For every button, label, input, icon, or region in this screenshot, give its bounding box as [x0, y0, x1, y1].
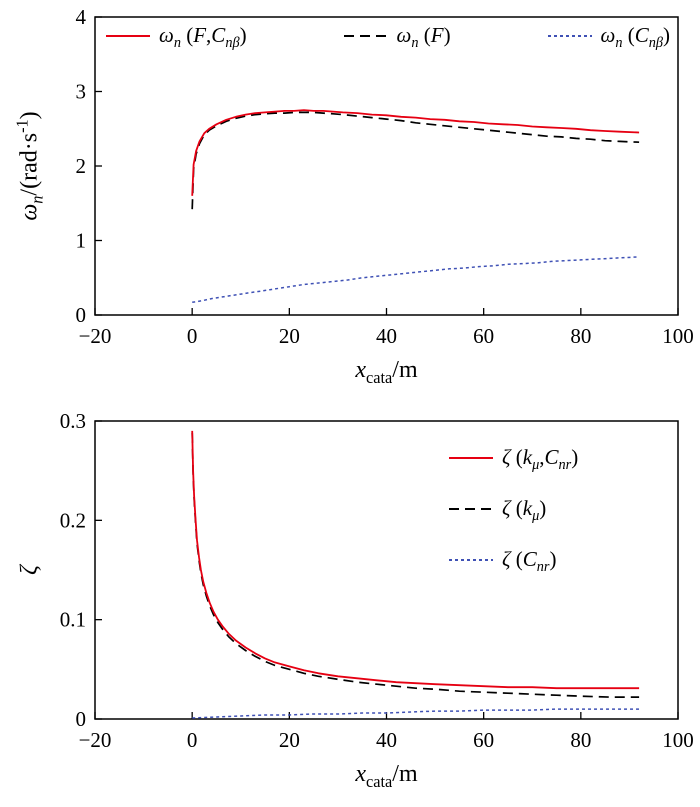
legend-item-omega-n-F: ωn (F) [343, 23, 451, 52]
y-axis-label: ζ [16, 565, 43, 575]
x-tick-label: 80 [570, 728, 591, 752]
y-tick-label: 4 [76, 5, 87, 29]
y-tick-label: 0.1 [60, 608, 86, 632]
x-tick-label: 40 [376, 324, 397, 348]
series-line-omega-n-F-Cnbeta [191, 109, 640, 196]
x-tick-label: 60 [473, 324, 494, 348]
y-tick-label: 0.3 [60, 409, 86, 433]
x-tick-label: 20 [279, 324, 300, 348]
legend-label: ζ (kμ) [502, 496, 547, 525]
legend-item-zeta-Cnr: ζ (Cnr) [448, 547, 557, 576]
x-tick-label: −20 [79, 324, 112, 348]
plot-frame [94, 16, 679, 316]
x-tick-label: 0 [187, 324, 198, 348]
legend-label: ωn (F,Cnβ) [159, 23, 247, 52]
x-tick-label: 40 [376, 728, 397, 752]
legend-item-omega-n-F-Cnbeta: ωn (F,Cnβ) [105, 23, 247, 52]
legend-line-sample-zeta-Cnr [449, 558, 493, 561]
zeta-vs-xcata-chart: −20 0 20 40 60 80 100 0 0.1 0.2 0.3 xcata/m ζ ζ (kμ,C… [0, 401, 700, 805]
y-tick-label: 0.2 [60, 508, 86, 532]
y-tick-label: 2 [76, 154, 87, 178]
legend-label: ωn (Cnβ) [600, 23, 670, 52]
legend-line-sample-omega-n-F [343, 34, 388, 37]
y-tick-label: 1 [76, 229, 87, 253]
plot-frame [94, 420, 679, 720]
y-tick-label: 3 [76, 80, 87, 104]
x-tick-label: 100 [662, 324, 694, 348]
legend-label: ζ (Cnr) [502, 547, 557, 576]
legend: ζ (kμ,Cnr) ζ (kμ) ζ (Cnr) [448, 445, 579, 576]
x-tick-label: −20 [79, 728, 112, 752]
x-axis-label: xcata/m [355, 761, 418, 791]
legend-item-zeta-kmu-Cnr: ζ (kμ,Cnr) [448, 445, 579, 474]
x-tick-label: 100 [662, 728, 694, 752]
series-line-omega-n-F [191, 111, 640, 210]
legend: ωn (F,Cnβ) ωn (F) ωn (Cnβ) [105, 23, 670, 52]
legend-line-sample-zeta-kmu [449, 507, 493, 510]
x-tick-label: 0 [187, 728, 198, 752]
y-tick-label: 0 [76, 303, 87, 327]
x-tick-label: 20 [279, 728, 300, 752]
legend-line-sample-omega-n-F-Cnbeta [106, 34, 150, 37]
legend-label: ωn (F) [396, 23, 451, 52]
y-tick-label: 0 [76, 707, 87, 731]
series-line-zeta-Cnr [192, 708, 640, 719]
omega-n-vs-xcata-chart: −20 0 20 40 60 80 100 0 1 2 3 4 xcata/m ωn/(rad·s-1) ω… [0, 3, 700, 401]
legend-label: ζ (kμ,Cnr) [502, 445, 579, 474]
series-line-omega-n-Cnbeta [192, 256, 640, 304]
series-line-zeta-kmu-Cnr [191, 430, 640, 690]
x-axis-label: xcata/m [355, 357, 418, 387]
legend-line-sample-omega-n-Cnbeta [547, 34, 592, 37]
x-tick-label: 80 [570, 324, 591, 348]
y-axis-label: ωn/(rad·s-1) [12, 111, 47, 221]
legend-line-sample-zeta-kmu-Cnr [449, 456, 493, 459]
legend-item-zeta-kmu: ζ (kμ) [448, 496, 547, 525]
legend-item-omega-n-Cnbeta: ωn (Cnβ) [547, 23, 670, 52]
series-line-zeta-kmu [191, 432, 640, 698]
x-tick-label: 60 [473, 728, 494, 752]
